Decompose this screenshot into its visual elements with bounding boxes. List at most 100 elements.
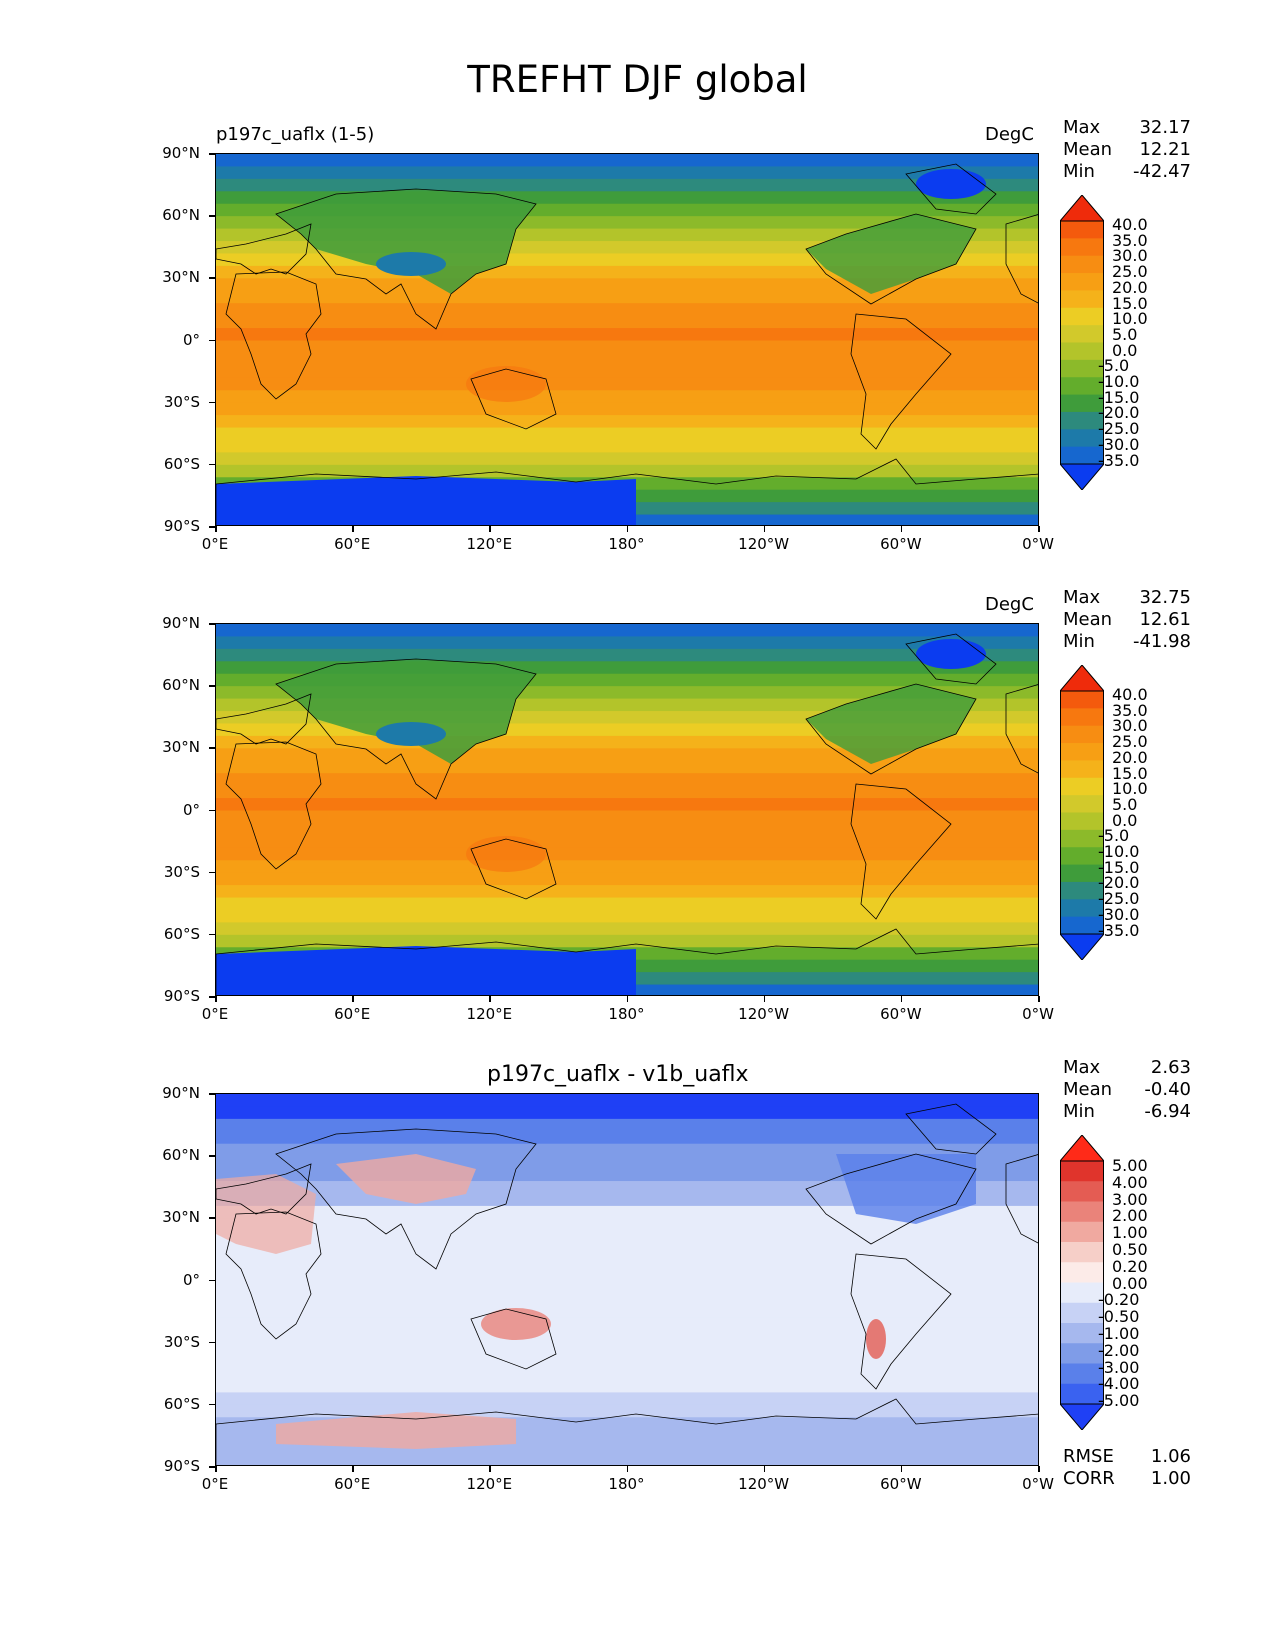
contour-band (216, 402, 1038, 416)
colorbar-label: 20.0 (1112, 277, 1148, 297)
longitude-tick (900, 996, 903, 1002)
coastline (225, 1211, 322, 1340)
coastline (275, 658, 537, 800)
longitude-tick (489, 1466, 491, 1472)
colorbar-segment (1060, 1383, 1104, 1405)
colorbar-label: 30.0 (1112, 716, 1148, 736)
latitude-tick (209, 809, 215, 811)
latitude-tick (209, 685, 215, 687)
panel-reference: DegC Max 32.75 Mean 12.61 Min -41.98 40.0 35… (0, 470, 1275, 1030)
contour-band (216, 154, 1038, 168)
contour-band (216, 328, 1038, 342)
latitude-tick (209, 1093, 215, 1095)
map-field (216, 1094, 1038, 1465)
contour-band (216, 303, 1038, 317)
colorbar-segment (1060, 1302, 1104, 1324)
coastline (850, 313, 952, 450)
stat-min: -42.47 (1132, 161, 1191, 182)
coastline (470, 838, 557, 900)
colorbar-segment (1060, 342, 1104, 361)
contour-band (216, 810, 1038, 824)
latitude-tick-label: 90°N (162, 614, 200, 632)
contour-band (216, 1218, 1038, 1232)
latitude-tick-label: 90°S (163, 1457, 200, 1475)
colorbar-bar (1058, 1134, 1106, 1431)
colorbar-segment (1060, 394, 1104, 413)
colorbar-segment (1060, 1262, 1104, 1283)
australia-warm-region (466, 366, 546, 402)
figure-title: TREFHT DJF global (467, 58, 808, 101)
coastline (216, 928, 1038, 995)
colorbar-segment (1060, 307, 1104, 326)
colorbar-segment (1060, 708, 1104, 727)
contour-band (216, 847, 1038, 861)
colorbar-label: 5.0 (1112, 324, 1138, 344)
contour-band (216, 1379, 1038, 1393)
colorbar-label: 40.0 (1112, 685, 1148, 704)
longitude-tick (215, 1466, 217, 1472)
longitude-tick-label: 0°E (201, 535, 229, 553)
contour-band (216, 1205, 1038, 1219)
latitude-tick (209, 277, 215, 279)
contour-band (216, 648, 1038, 662)
antarctic-cold-region (216, 476, 636, 525)
colorbar-segment (1060, 1201, 1104, 1223)
colorbar-extend-max (1058, 664, 1106, 692)
longitude-tick-label: 120°W (738, 1475, 790, 1493)
contour-band (216, 897, 1038, 911)
tibet-cold-spot (376, 722, 446, 746)
colorbar (1058, 664, 1106, 961)
coastline (470, 1308, 557, 1370)
stat-min-label: Min (1063, 1101, 1095, 1122)
colorbar-segment (1060, 290, 1104, 309)
latitude-tick-label: 30°N (162, 738, 200, 757)
colorbar-segment (1060, 916, 1104, 935)
colorbar-segment (1060, 725, 1104, 744)
stat-mean-label: Mean (1063, 139, 1113, 160)
colorbar-label: -30.0 (1098, 434, 1140, 454)
contour-band (216, 415, 1038, 429)
latitude-tick (209, 1155, 215, 1157)
coastline (470, 368, 557, 430)
contour-band (216, 1355, 1038, 1369)
contour-band (216, 278, 1038, 292)
longitude-tick (763, 1466, 766, 1472)
longitude-tick (352, 996, 354, 1002)
longitude-tick-label: 0°W (1022, 1005, 1054, 1023)
cold-land-region (276, 189, 536, 294)
contour-band (216, 377, 1038, 391)
latitude-tick-label: 90°N (162, 144, 200, 162)
corr-label: CORR (1063, 1468, 1115, 1489)
stat-min: -6.94 (1144, 1101, 1191, 1122)
contour-band (216, 1330, 1038, 1344)
colorbar-segment (1060, 359, 1104, 378)
colorbar-segment (1060, 881, 1104, 900)
antarctic-cold-region (216, 946, 636, 995)
colorbar-segment (1060, 238, 1104, 257)
contour-band (216, 885, 1038, 899)
colorbar-segment (1060, 1282, 1104, 1304)
colorbar-label: -0.20 (1098, 1290, 1140, 1310)
colorbar-segment (1060, 899, 1104, 918)
contour-band (216, 290, 1038, 304)
coastline (225, 741, 322, 870)
colorbar-frame (1060, 690, 1104, 935)
latitude-tick (209, 215, 215, 217)
longitude-tick (900, 1466, 903, 1472)
contour-band (216, 785, 1038, 799)
contour-band (216, 1106, 1038, 1120)
colorbar-segment (1060, 411, 1104, 430)
contour-band (216, 1317, 1038, 1331)
latitude-tick-label: 0° (182, 800, 200, 819)
longitude-tick (352, 1466, 354, 1472)
contour-band (216, 166, 1038, 180)
latitude-tick (209, 933, 215, 936)
contour-band (216, 748, 1038, 762)
colorbar-label: -35.0 (1098, 920, 1140, 940)
coastline (275, 188, 537, 330)
colorbar-label: -3.00 (1098, 1357, 1140, 1377)
longitude-tick-label: 120°E (466, 1475, 513, 1493)
longitude-tick-label: 120°E (466, 1005, 513, 1023)
colorbar-segment (1060, 429, 1104, 448)
colorbar-extend-max (1058, 194, 1106, 222)
